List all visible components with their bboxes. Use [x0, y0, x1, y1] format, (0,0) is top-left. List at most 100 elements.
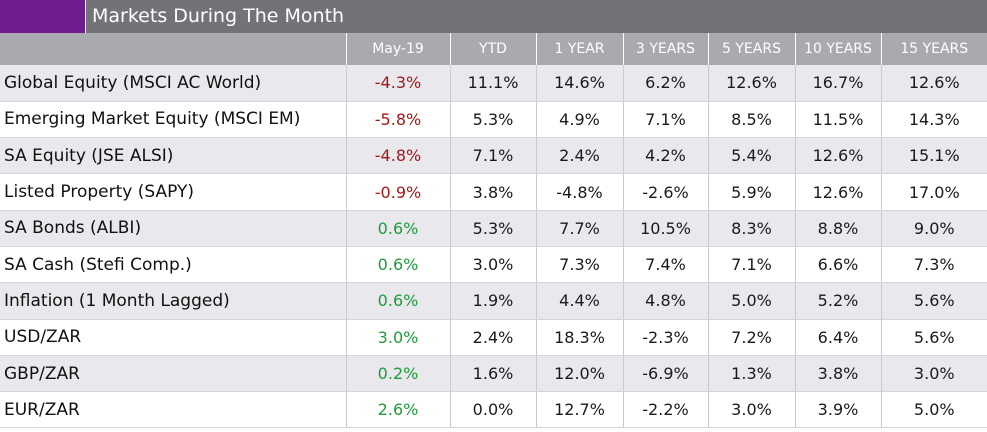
cell-5-years: 7.1% — [708, 246, 796, 284]
cell-month: -0.9% — [346, 173, 451, 211]
row-label: Listed Property (SAPY) — [0, 173, 347, 211]
cell-1-year: 7.3% — [536, 246, 624, 284]
cell-1-year: 4.9% — [536, 101, 624, 139]
row-label: Inflation (1 Month Lagged) — [0, 282, 347, 320]
row-label: USD/ZAR — [0, 319, 347, 356]
table-row: USD/ZAR 3.0% 2.4% 18.3% -2.3% 7.2% 6.4% 5.6% — [0, 319, 987, 356]
cell-5-years: 3.0% — [708, 391, 796, 429]
table-row: Listed Property (SAPY) -0.9% 3.8% -4.8% -2.6… — [0, 173, 987, 211]
header-5-years: 5 YEARS — [708, 33, 796, 65]
cell-1-year: 12.0% — [536, 355, 624, 393]
cell-month: 2.6% — [346, 391, 451, 429]
cell-10-years: 12.6% — [795, 137, 882, 175]
cell-10-years: 5.2% — [795, 282, 882, 320]
cell-1-year: 18.3% — [536, 319, 624, 356]
cell-1-year: 12.7% — [536, 391, 624, 429]
cell-ytd: 2.4% — [450, 319, 537, 356]
cell-10-years: 16.7% — [795, 65, 882, 102]
cell-15-years: 17.0% — [881, 173, 987, 211]
table-body: Global Equity (MSCI AC World) -4.3% 11.1% 1… — [0, 65, 987, 429]
cell-5-years: 8.3% — [708, 210, 796, 247]
cell-1-year: 14.6% — [536, 65, 624, 102]
cell-10-years: 6.4% — [795, 319, 882, 356]
header-3-years: 3 YEARS — [623, 33, 709, 65]
table-row: Global Equity (MSCI AC World) -4.3% 11.1% 1… — [0, 65, 987, 102]
cell-5-years: 5.4% — [708, 137, 796, 175]
table-row: SA Equity (JSE ALSI) -4.8% 7.1% 2.4% 4.2% 5.4… — [0, 137, 987, 175]
cell-3-years: 7.1% — [623, 101, 709, 139]
cell-ytd: 11.1% — [450, 65, 537, 102]
cell-month: 0.6% — [346, 210, 451, 247]
table-row: SA Cash (Stefi Comp.) 0.6% 3.0% 7.3% 7.4% 7.1… — [0, 246, 987, 284]
cell-10-years: 11.5% — [795, 101, 882, 139]
cell-3-years: -6.9% — [623, 355, 709, 393]
cell-15-years: 15.1% — [881, 137, 987, 175]
cell-3-years: 4.2% — [623, 137, 709, 175]
cell-1-year: -4.8% — [536, 173, 624, 211]
header-ytd: YTD — [450, 33, 537, 65]
cell-3-years: -2.6% — [623, 173, 709, 211]
cell-10-years: 8.8% — [795, 210, 882, 247]
cell-month: 0.6% — [346, 246, 451, 284]
cell-15-years: 14.3% — [881, 101, 987, 139]
cell-5-years: 5.0% — [708, 282, 796, 320]
header-1-year: 1 YEAR — [536, 33, 624, 65]
cell-10-years: 3.8% — [795, 355, 882, 393]
cell-ytd: 5.3% — [450, 210, 537, 247]
cell-month: -4.3% — [346, 65, 451, 102]
page-title: Markets During The Month — [92, 5, 345, 27]
header-name — [0, 33, 347, 65]
cell-1-year: 7.7% — [536, 210, 624, 247]
cell-ytd: 0.0% — [450, 391, 537, 429]
row-label: Emerging Market Equity (MSCI EM) — [0, 101, 347, 139]
cell-month: 0.6% — [346, 282, 451, 320]
header-15-years: 15 YEARS — [900, 41, 969, 57]
cell-15-years: 5.6% — [881, 282, 987, 320]
table-row: GBP/ZAR 0.2% 1.6% 12.0% -6.9% 1.3% 3.8% 3.0% — [0, 355, 987, 393]
cell-15-years: 5.6% — [881, 319, 987, 356]
cell-10-years: 3.9% — [795, 391, 882, 429]
cell-ytd: 1.9% — [450, 282, 537, 320]
title-bar: Markets During The Month — [0, 0, 987, 33]
cell-10-years: 6.6% — [795, 246, 882, 284]
cell-5-years: 1.3% — [708, 355, 796, 393]
cell-15-years: 5.0% — [881, 391, 987, 429]
table-row: Emerging Market Equity (MSCI EM) -5.8% 5.3… — [0, 101, 987, 139]
row-label: GBP/ZAR — [0, 355, 347, 393]
table-row: EUR/ZAR 2.6% 0.0% 12.7% -2.2% 3.0% 3.9% 5.0% — [0, 391, 987, 429]
cell-5-years: 8.5% — [708, 101, 796, 139]
cell-15-years: 12.6% — [881, 65, 987, 102]
row-label: SA Bonds (ALBI) — [0, 210, 347, 247]
row-label: Global Equity (MSCI AC World) — [0, 65, 347, 102]
cell-15-years: 3.0% — [881, 355, 987, 393]
cell-ytd: 3.0% — [450, 246, 537, 284]
row-label: SA Cash (Stefi Comp.) — [0, 246, 347, 284]
accent-block — [0, 0, 86, 33]
row-label: EUR/ZAR — [0, 391, 347, 429]
cell-3-years: 4.8% — [623, 282, 709, 320]
table-row: SA Bonds (ALBI) 0.6% 5.3% 7.7% 10.5% 8.3% 8.8%… — [0, 210, 987, 247]
cell-3-years: -2.3% — [623, 319, 709, 356]
cell-5-years: 7.2% — [708, 319, 796, 356]
header-month: May-19 — [346, 33, 451, 65]
cell-1-year: 4.4% — [536, 282, 624, 320]
cell-3-years: 6.2% — [623, 65, 709, 102]
row-label: SA Equity (JSE ALSI) — [0, 137, 347, 175]
header-row: May-19 YTD 1 YEAR 3 YEARS 5 YEARS 10 YEA… — [0, 33, 987, 65]
cell-3-years: 7.4% — [623, 246, 709, 284]
markets-table: May-19 YTD 1 YEAR 3 YEARS 5 YEARS 10 YEA… — [0, 33, 987, 429]
cell-3-years: -2.2% — [623, 391, 709, 429]
cell-ytd: 5.3% — [450, 101, 537, 139]
cell-month: 3.0% — [346, 319, 451, 356]
cell-15-years: 7.3% — [881, 246, 987, 284]
cell-3-years: 10.5% — [623, 210, 709, 247]
cell-5-years: 12.6% — [708, 65, 796, 102]
cell-ytd: 3.8% — [450, 173, 537, 211]
cell-1-year: 2.4% — [536, 137, 624, 175]
cell-10-years: 12.6% — [795, 173, 882, 211]
cell-ytd: 7.1% — [450, 137, 537, 175]
table-row: Inflation (1 Month Lagged) 0.6% 1.9% 4.4% 4.… — [0, 282, 987, 320]
header-10-years: 10 YEARS — [795, 33, 882, 65]
cell-5-years: 5.9% — [708, 173, 796, 211]
cell-15-years: 9.0% — [881, 210, 987, 247]
